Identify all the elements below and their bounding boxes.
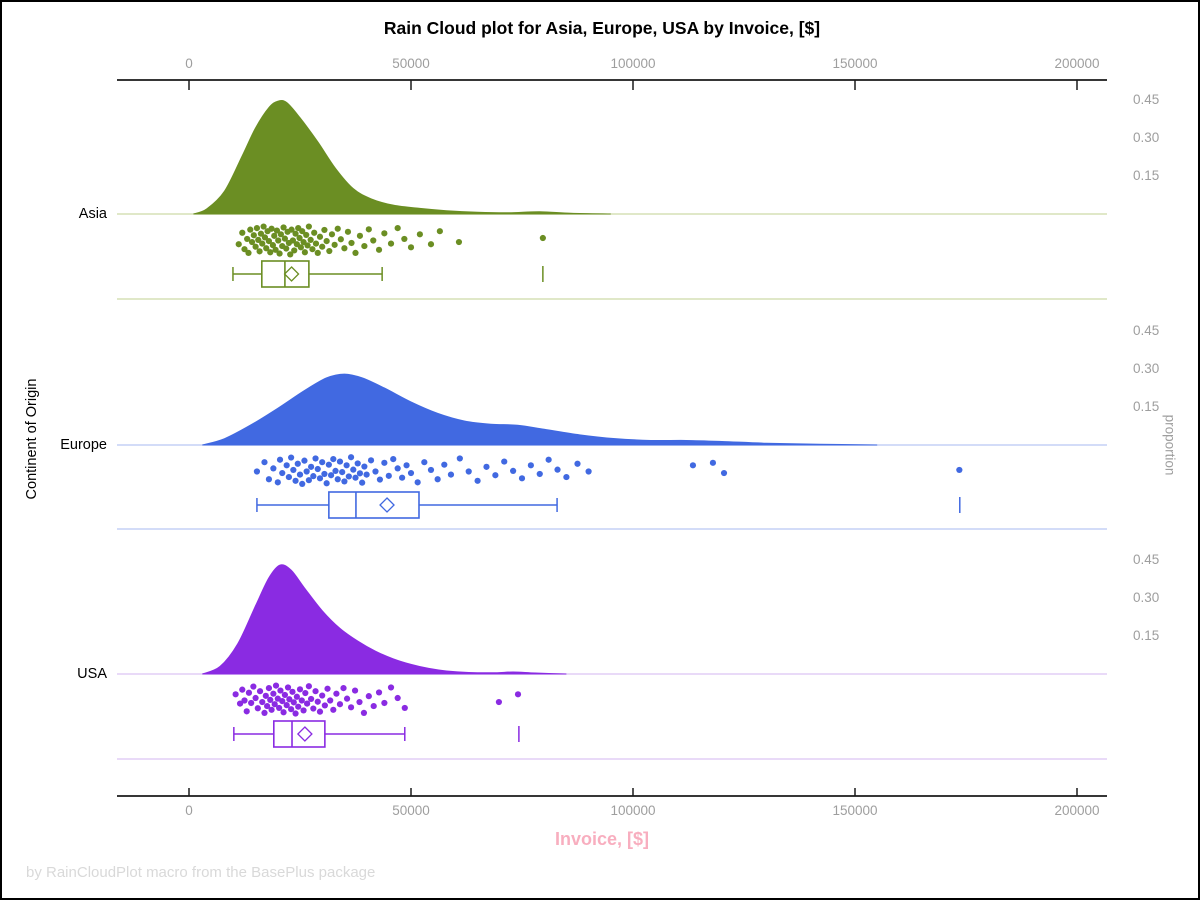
proportion-tick-label: 0.15 <box>1133 168 1160 183</box>
y-axis-title-left: Continent of Origin <box>24 378 40 500</box>
proportion-tick-label: 0.30 <box>1133 130 1160 145</box>
category-label-europe: Europe <box>60 437 107 453</box>
top-axis-tick-label: 200000 <box>1054 56 1100 71</box>
bottom-axis-tick-label: 100000 <box>610 803 656 818</box>
top-axis-tick-label: 0 <box>185 56 193 71</box>
chart-title: Rain Cloud plot for Asia, Europe, USA by… <box>383 18 821 38</box>
proportion-tick-label: 0.15 <box>1133 399 1160 414</box>
bottom-axis-tick-label: 0 <box>185 803 193 818</box>
y-axis-title-right: proportion <box>1162 414 1178 476</box>
bottom-axis-tick-label: 200000 <box>1054 803 1100 818</box>
proportion-tick-label: 0.45 <box>1133 552 1160 567</box>
category-label-asia: Asia <box>78 206 107 222</box>
proportion-tick-label: 0.15 <box>1133 628 1160 643</box>
proportion-tick-label: 0.45 <box>1133 323 1160 338</box>
bottom-axis-tick-label: 150000 <box>832 803 878 818</box>
top-axis-tick-label: 150000 <box>832 56 878 71</box>
top-axis-tick-label: 100000 <box>610 56 656 71</box>
x-axis-title: Invoice, [$] <box>554 829 650 849</box>
category-label-usa: USA <box>77 666 107 682</box>
top-axis-tick-label: 50000 <box>392 56 430 71</box>
proportion-tick-label: 0.45 <box>1133 92 1160 107</box>
footer-attribution: by RainCloudPlot macro from the BasePlus… <box>26 864 376 881</box>
proportion-tick-label: 0.30 <box>1133 590 1160 605</box>
proportion-tick-label: 0.30 <box>1133 361 1160 376</box>
bottom-axis-tick-label: 50000 <box>392 803 430 818</box>
